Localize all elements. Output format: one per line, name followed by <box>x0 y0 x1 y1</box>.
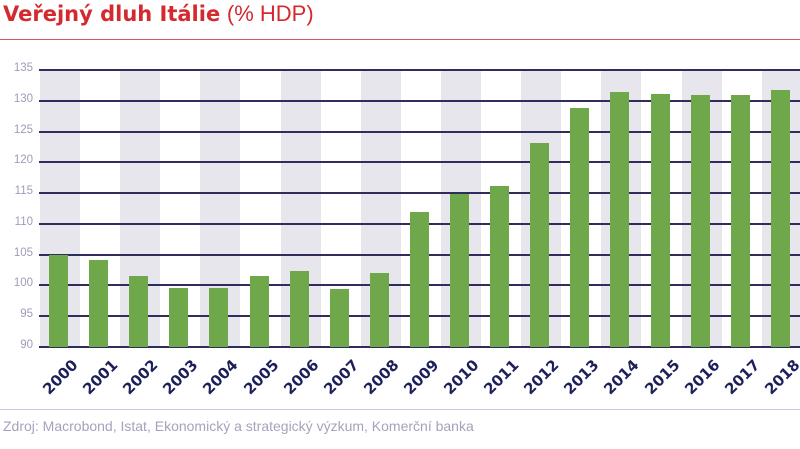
y-axis-tick-label: 105 <box>13 246 33 259</box>
x-axis-tick-label: 2003 <box>159 356 202 399</box>
bar-2017 <box>730 95 750 347</box>
chart-title-unit: (% HDP) <box>226 1 314 26</box>
y-axis-tick-label: 125 <box>13 123 33 136</box>
bar-2018 <box>770 89 790 347</box>
y-axis-tick-label: 90 <box>20 339 33 351</box>
source-note: Zdroj: Macrobond, Istat, Ekonomický a st… <box>3 418 474 434</box>
y-axis-tick-label: 115 <box>14 185 33 198</box>
x-axis-tick-label: 2005 <box>239 356 282 399</box>
x-axis-tick-label: 2017 <box>720 356 764 399</box>
gridline <box>39 99 800 102</box>
bar-2003 <box>169 287 189 347</box>
gridline <box>39 346 800 348</box>
x-axis-tick-label: 2015 <box>640 356 683 399</box>
x-axis-tick-label: 2000 <box>39 356 82 399</box>
y-axis-tick-label: 135 <box>13 62 33 74</box>
bar-chart: 90 95 100 105 110 115 120 125 130 135 2000 2001 2002… <box>13 62 800 399</box>
gridline <box>39 130 800 133</box>
bar-2009 <box>409 211 429 347</box>
gridline <box>39 192 800 195</box>
y-axis-tick-label: 100 <box>13 277 33 290</box>
x-axis-tick-label: 2014 <box>600 356 643 399</box>
bar-2008 <box>369 273 389 347</box>
bar-2010 <box>450 193 469 347</box>
x-axis-tick-label: 2002 <box>119 356 162 399</box>
x-axis-tick-label: 2004 <box>199 356 242 399</box>
bar-2000 <box>49 254 68 347</box>
x-axis-tick-label: 2012 <box>520 356 563 399</box>
bar-2013 <box>570 107 590 347</box>
bar-2001 <box>89 259 109 347</box>
bar-2004 <box>209 287 229 347</box>
x-axis-tick-label: 2016 <box>680 356 724 399</box>
x-axis-tick-label: 2006 <box>279 356 323 399</box>
x-axis-tick-label: 2010 <box>440 356 483 399</box>
x-axis-tick-label: 2007 <box>319 356 363 399</box>
bar-2015 <box>650 94 670 347</box>
gridline <box>39 161 800 164</box>
chart-title: Veřejný dluh Itálie (% HDP) <box>3 1 314 27</box>
y-axis-tick-label: 130 <box>13 92 33 105</box>
bar-2014 <box>610 92 630 347</box>
x-axis-tick-label: 2013 <box>560 356 603 399</box>
x-axis-tick-label: 2001 <box>79 356 122 399</box>
title-divider <box>0 39 800 40</box>
bar-2007 <box>329 288 349 347</box>
bar-2005 <box>249 276 269 347</box>
y-axis-tick-label: 120 <box>13 154 33 167</box>
bar-2006 <box>289 271 309 347</box>
y-axis-tick-label: 110 <box>14 215 33 228</box>
x-axis-tick-label: 2009 <box>400 356 443 399</box>
bar-2012 <box>530 143 550 347</box>
x-axis-tick-label: 2011 <box>480 356 523 399</box>
bar-2011 <box>490 185 510 347</box>
x-axis-tick-label: 2018 <box>761 356 800 399</box>
bar-2002 <box>129 275 149 347</box>
chart-title-main: Veřejný dluh Itálie <box>3 2 221 26</box>
gridline <box>39 69 800 71</box>
bar-2016 <box>690 94 710 347</box>
x-axis-tick-label: 2008 <box>360 356 403 399</box>
footer-divider <box>0 409 800 410</box>
y-axis-tick-label: 95 <box>20 308 33 321</box>
